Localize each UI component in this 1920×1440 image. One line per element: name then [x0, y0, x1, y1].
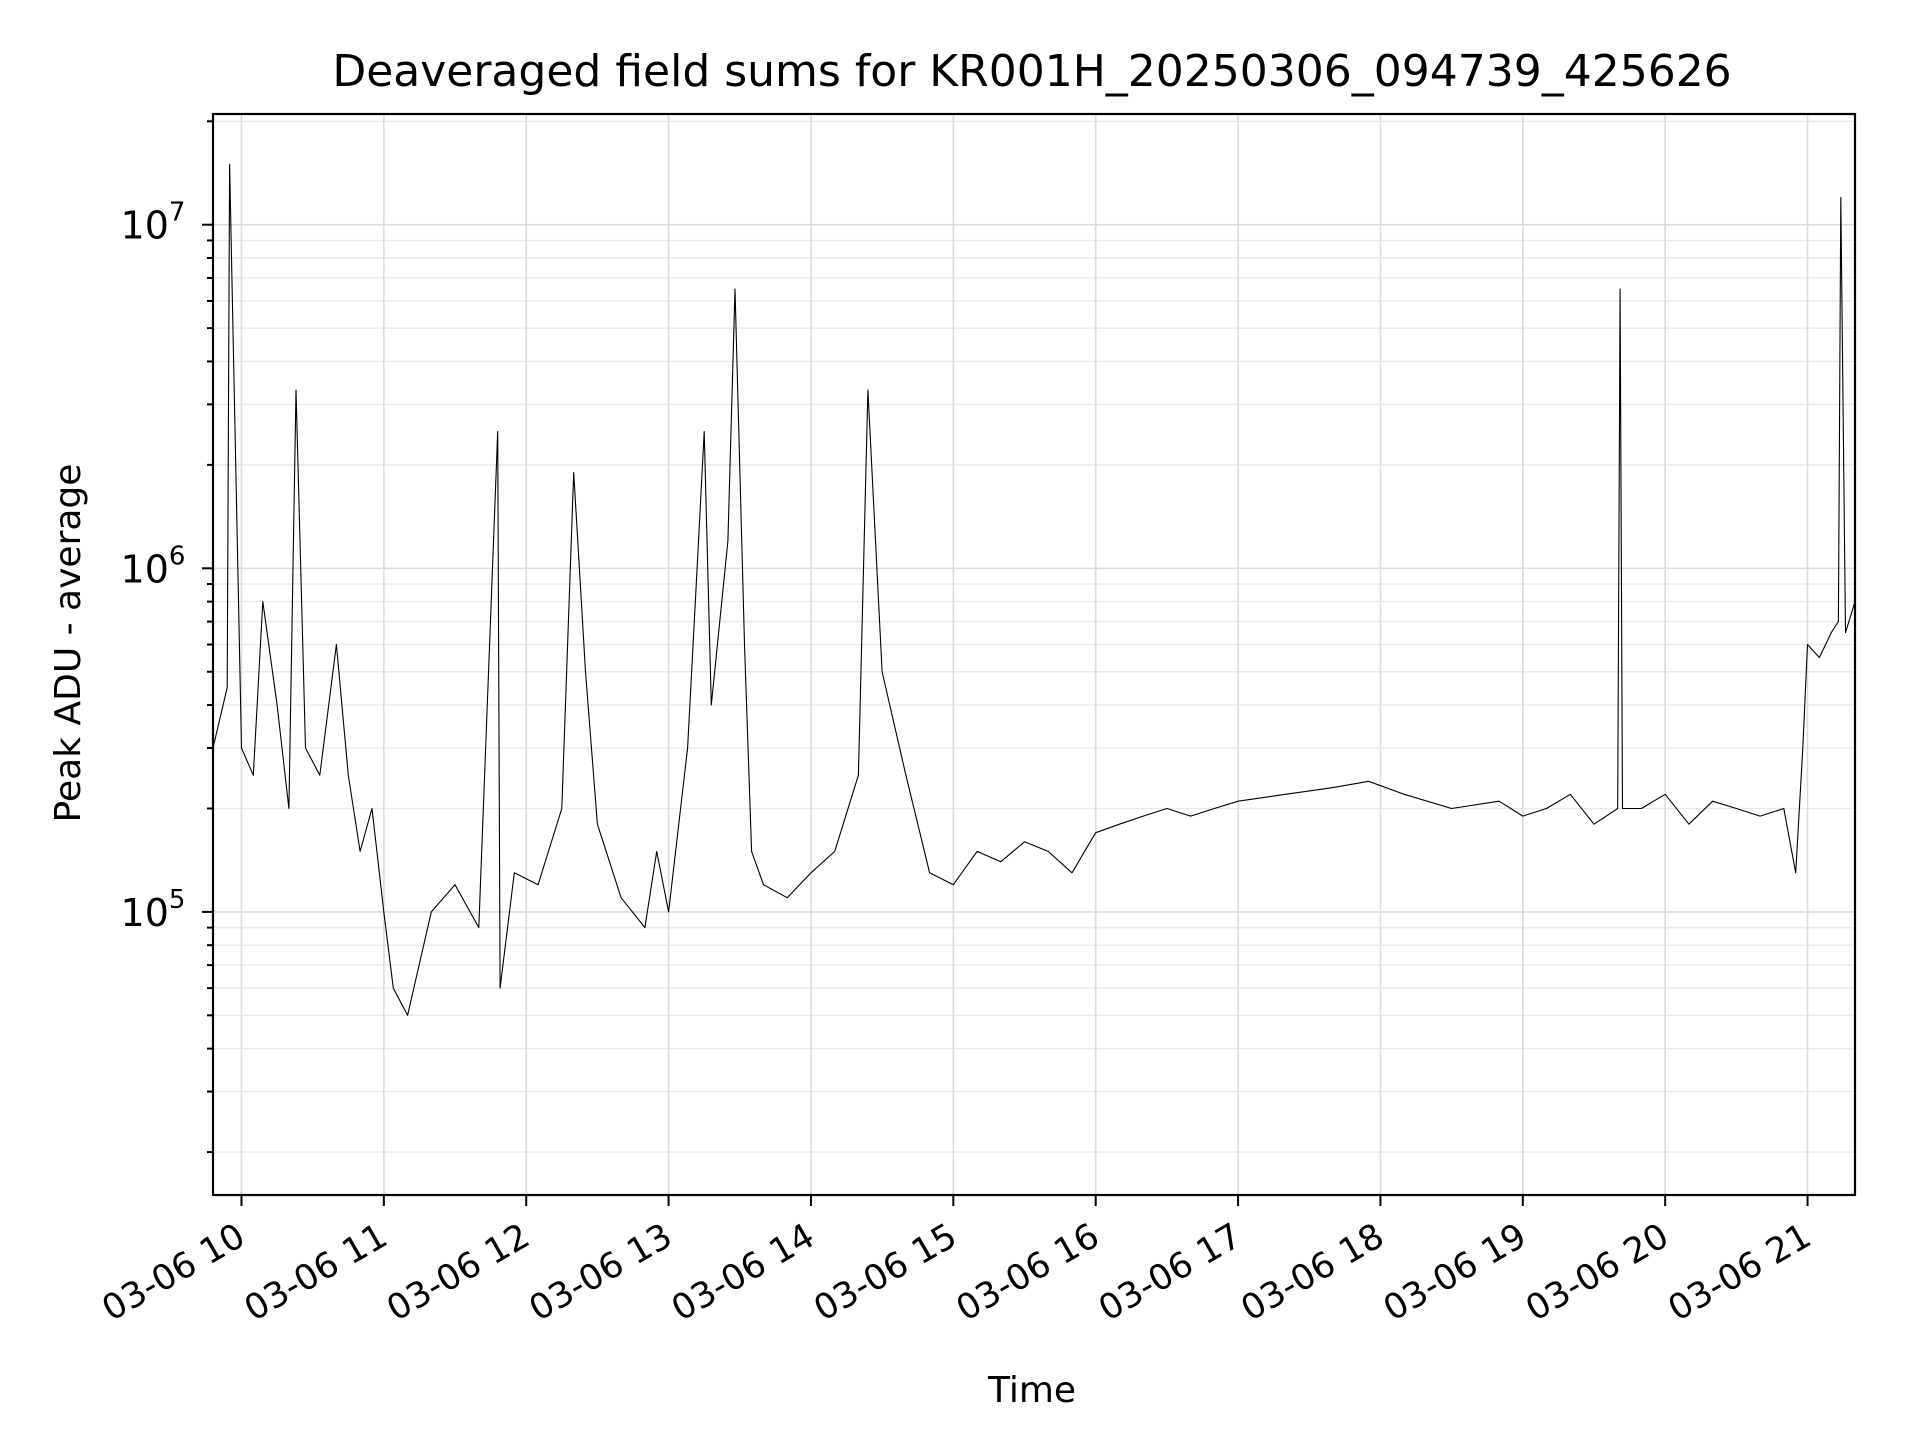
x-tick-label: 03-06 18	[1235, 1216, 1391, 1329]
x-tick-label: 03-06 13	[523, 1216, 679, 1329]
y-axis-label: Peak ADU - average	[48, 464, 89, 823]
plot-frame	[211, 112, 1857, 1197]
series-layer	[212, 163, 1856, 1016]
x-tick-label: 03-06 15	[808, 1216, 964, 1329]
y-tick-label: 105	[121, 885, 186, 935]
y-tick-label: 107	[121, 198, 186, 248]
y-axis: 105 106 107	[121, 120, 213, 1154]
x-tick-label: 03-06 14	[665, 1216, 821, 1329]
grid	[213, 114, 1855, 1195]
x-tick-label: 03-06 21	[1662, 1216, 1818, 1329]
x-tick-label: 03-06 19	[1377, 1216, 1533, 1329]
x-tick-label: 03-06 16	[950, 1216, 1106, 1329]
series-line	[212, 163, 1856, 1016]
x-tick-label: 03-06 11	[238, 1216, 394, 1329]
y-tick-label: 106	[121, 541, 186, 591]
x-tick-label: 03-06 17	[1092, 1216, 1248, 1329]
x-tick-label: 03-06 20	[1519, 1216, 1675, 1329]
x-tick-label: 03-06 10	[96, 1216, 252, 1329]
x-axis-label: Time	[987, 1370, 1076, 1411]
chart-title: Deaveraged field sums for KR001H_2025030…	[332, 46, 1731, 97]
x-tick-label: 03-06 12	[380, 1216, 536, 1329]
